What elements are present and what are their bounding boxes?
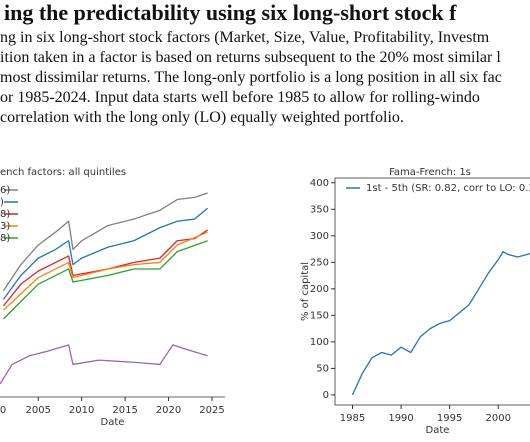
legend-label: ) xyxy=(0,197,4,208)
legend-label: 1st - 5th (SR: 0.82, corr to LO: 0.37) xyxy=(366,183,530,194)
legend-label: 6) xyxy=(0,185,10,196)
y-tick-label: 0 xyxy=(323,390,329,401)
x-tick-label: 2010 xyxy=(69,405,94,416)
x-tick-label: 2025 xyxy=(199,405,224,416)
series-line xyxy=(3,231,208,311)
x-axis-label: Date xyxy=(101,417,125,428)
doc-line: ng in six long-short stock factors (Mark… xyxy=(0,29,490,46)
x-tick-label: 1995 xyxy=(437,413,462,424)
x-tick-label: 1990 xyxy=(388,413,413,424)
y-tick-label: 250 xyxy=(310,257,329,268)
series-line xyxy=(3,240,208,320)
series-line xyxy=(0,344,208,385)
x-tick-label: 2015 xyxy=(112,405,137,416)
y-tick-label: 350 xyxy=(310,204,329,215)
x-tick-label: 1985 xyxy=(340,413,365,424)
doc-line: ition taken in a factor is based on retu… xyxy=(0,49,501,66)
series-line xyxy=(2,207,209,300)
y-tick-label: 300 xyxy=(310,231,329,242)
doc-line: correlation with the long only (LO) equa… xyxy=(0,109,404,126)
doc-title: ing the predictability using six long-sh… xyxy=(4,0,457,25)
chart-title: Fama-French: 1s xyxy=(389,167,471,178)
chart-title: ench factors: all quintiles xyxy=(0,167,126,178)
legend-label: 8) xyxy=(0,209,10,220)
y-tick-label: 200 xyxy=(310,284,329,295)
series-line xyxy=(2,229,208,307)
legend-label: 8) xyxy=(0,233,10,244)
plot-frame xyxy=(334,177,530,406)
x-axis-label: Date xyxy=(426,425,450,436)
y-tick-label: 50 xyxy=(316,363,329,374)
x-tick-label: 2020 xyxy=(156,405,181,416)
y-tick-label: 150 xyxy=(310,310,329,321)
series-line xyxy=(2,192,208,292)
x-tick-label: 2005 xyxy=(25,405,50,416)
doc-line: most dissimilar returns. The long-only p… xyxy=(0,69,502,86)
x-tick-label: 2000 xyxy=(485,413,510,424)
x-tick-label: 0 xyxy=(0,405,6,416)
y-axis-label: % of capital xyxy=(300,262,311,321)
y-tick-label: 100 xyxy=(310,337,329,348)
doc-line: or 1985-2024. Input data starts well bef… xyxy=(0,89,480,106)
legend-label: 3) xyxy=(0,221,10,232)
y-tick-label: 400 xyxy=(310,178,329,189)
series-line xyxy=(351,251,530,396)
